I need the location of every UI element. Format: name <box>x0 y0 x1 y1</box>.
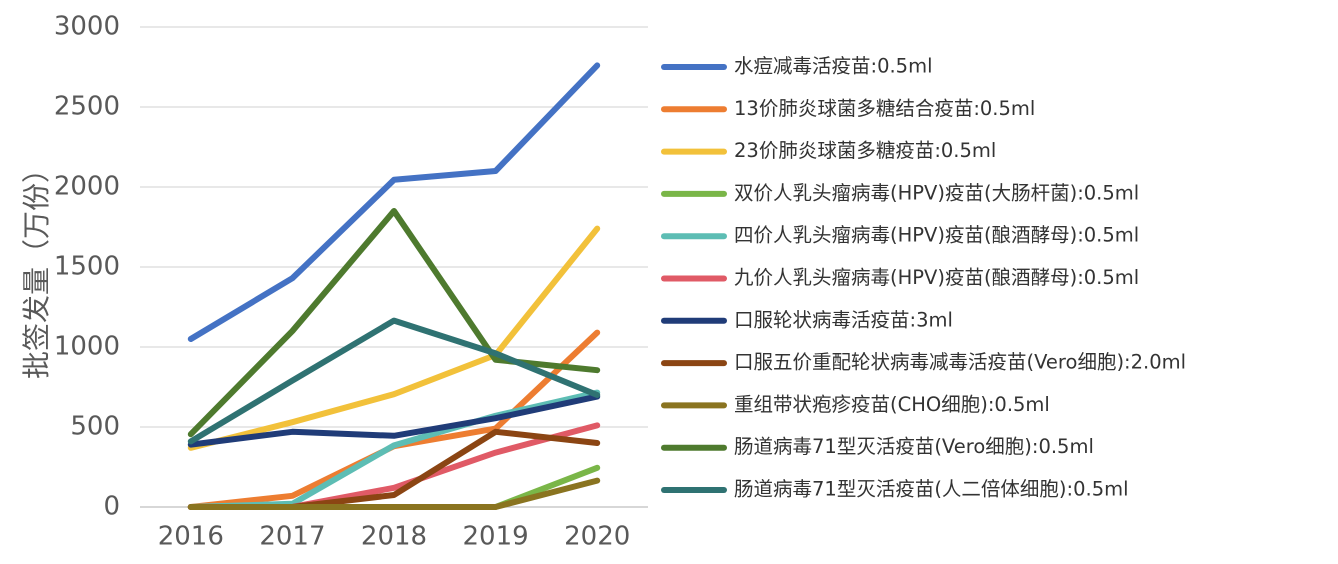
series-line-11 <box>187 317 601 445</box>
x-tick-label: 2017 <box>259 522 325 552</box>
series-lines <box>187 62 601 510</box>
legend-label: 口服轮状病毒活疫苗:3ml <box>734 308 953 331</box>
legend-entry-11: 肠道病毒71型灭活疫苗(人二倍体细胞):0.5ml <box>661 478 1129 501</box>
legend-entry-7: 口服轮状病毒活疫苗:3ml <box>661 308 953 331</box>
legend-entry-6: 九价人乳头瘤病毒(HPV)疫苗(酿酒酵母):0.5ml <box>661 266 1139 289</box>
y-tick-label: 1000 <box>54 332 120 362</box>
legend-label: 23价肺炎球菌多糖疫苗:0.5ml <box>734 139 996 162</box>
legend-label: 重组带状疱疹疫苗(CHO细胞):0.5ml <box>734 393 1050 416</box>
x-tick-label: 2018 <box>361 522 427 552</box>
legend-entry-9: 重组带状疱疹疫苗(CHO细胞):0.5ml <box>661 393 1050 416</box>
series-line-3 <box>187 225 601 451</box>
legend-label: 四价人乳头瘤病毒(HPV)疫苗(酿酒酵母):0.5ml <box>734 224 1139 247</box>
y-tick-label: 2000 <box>54 172 120 202</box>
y-tick-label: 0 <box>103 492 120 522</box>
legend-entry-2: 13价肺炎球菌多糖结合疫苗:0.5ml <box>661 97 1035 120</box>
legend-label: 肠道病毒71型灭活疫苗(Vero细胞):0.5ml <box>734 435 1094 458</box>
legend-label: 13价肺炎球菌多糖结合疫苗:0.5ml <box>734 97 1035 120</box>
legend-label: 双价人乳头瘤病毒(HPV)疫苗(大肠杆菌):0.5ml <box>734 181 1139 204</box>
legend-entry-10: 肠道病毒71型灭活疫苗(Vero细胞):0.5ml <box>661 435 1094 458</box>
y-tick-label: 2500 <box>54 92 120 122</box>
y-axis-ticks: 0 500 1000 1500 2000 2500 3000 <box>54 12 120 522</box>
legend-entry-1: 水痘减毒活疫苗:0.5ml <box>661 55 933 78</box>
legend-entry-4: 双价人乳头瘤病毒(HPV)疫苗(大肠杆菌):0.5ml <box>661 181 1139 204</box>
legend-entry-3: 23价肺炎球菌多糖疫苗:0.5ml <box>661 139 996 162</box>
y-tick-label: 3000 <box>54 12 120 42</box>
series-line-10 <box>187 208 601 438</box>
legend-entry-5: 四价人乳头瘤病毒(HPV)疫苗(酿酒酵母):0.5ml <box>661 224 1139 247</box>
legend-label: 肠道病毒71型灭活疫苗(人二倍体细胞):0.5ml <box>734 478 1129 501</box>
series-line-2 <box>187 329 601 510</box>
x-tick-label: 2019 <box>463 522 529 552</box>
series-line-9 <box>187 477 601 510</box>
y-tick-label: 500 <box>70 412 120 442</box>
x-tick-label: 2016 <box>158 522 224 552</box>
series-line-7 <box>187 393 601 448</box>
gridlines <box>140 26 648 508</box>
y-axis-label: 批签发量（万份） <box>20 155 53 379</box>
x-axis-ticks: 2016 2017 2018 2019 2020 <box>158 522 631 552</box>
legend-label: 口服五价重配轮状病毒减毒活疫苗(Vero细胞):2.0ml <box>734 351 1186 374</box>
legend-entry-8: 口服五价重配轮状病毒减毒活疫苗(Vero细胞):2.0ml <box>661 351 1186 374</box>
y-tick-label: 1500 <box>54 252 120 282</box>
legend-label: 九价人乳头瘤病毒(HPV)疫苗(酿酒酵母):0.5ml <box>734 266 1139 289</box>
series-line-1 <box>187 62 601 342</box>
legend: 水痘减毒活疫苗:0.5ml 13价肺炎球菌多糖结合疫苗:0.5ml 23价肺炎球菌多… <box>661 55 1186 501</box>
legend-label: 水痘减毒活疫苗:0.5ml <box>734 55 933 78</box>
x-tick-label: 2020 <box>564 522 630 552</box>
